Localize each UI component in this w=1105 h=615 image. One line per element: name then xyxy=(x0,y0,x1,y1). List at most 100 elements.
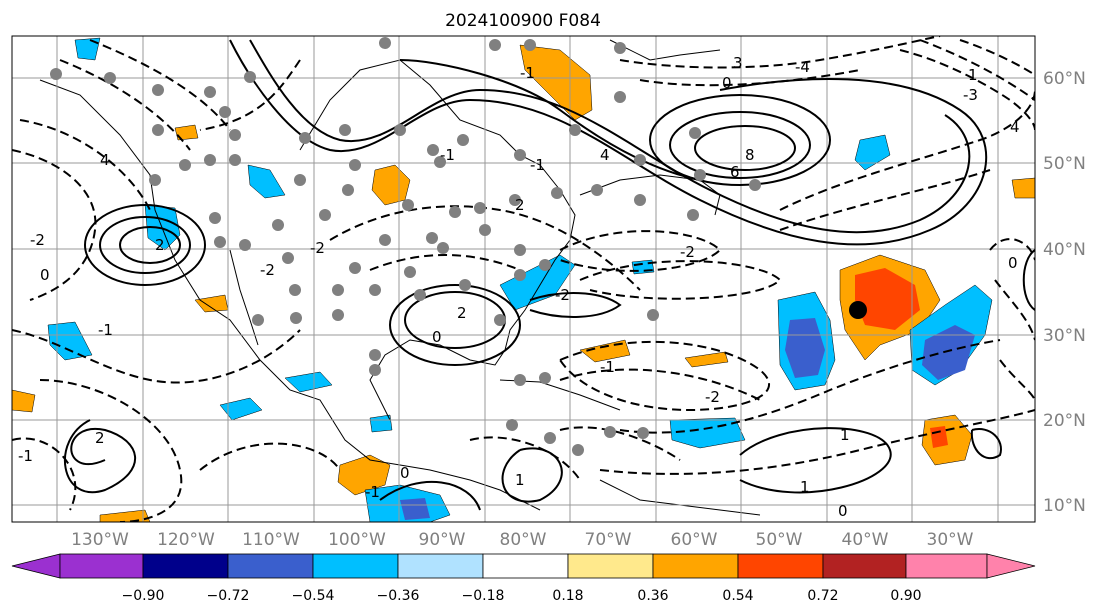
blue-region-mexico xyxy=(284,371,333,393)
blue-region-alaska xyxy=(74,37,101,61)
lon-label: 40°W xyxy=(842,530,889,550)
contour-label: 4 xyxy=(1010,118,1020,136)
colorbar-tick: 0.72 xyxy=(807,588,838,604)
colorbar-swatch xyxy=(312,553,399,579)
station-dots xyxy=(50,37,761,456)
lon-label: 70°W xyxy=(585,530,632,550)
contour-labels: 2 4 -2 4 8 6 -2 -2 0 2 -1 -1 1 -1 0 -2 0… xyxy=(18,54,1020,520)
colorbar-tick: 0.36 xyxy=(637,588,668,604)
contour-label: 2 xyxy=(95,429,105,447)
contour-label: 6 xyxy=(730,163,740,181)
contour-label: -3 xyxy=(963,86,978,104)
contour-label: 0 xyxy=(400,464,410,482)
contour-label: 0 xyxy=(432,328,442,346)
orange-region-newfoundland xyxy=(519,44,593,121)
lon-label: 80°W xyxy=(500,530,547,550)
contour-label: 1 xyxy=(968,66,978,84)
contour-label: -1 xyxy=(440,146,455,164)
colorbar-swatch xyxy=(397,553,484,579)
lon-label: 60°W xyxy=(671,530,718,550)
coastlines xyxy=(39,39,761,516)
orange-region-sw xyxy=(12,389,36,413)
blue-region-rockies xyxy=(247,164,286,199)
contour-label: 2 xyxy=(515,196,525,214)
map-title: 2024100900 F084 xyxy=(445,11,601,31)
red-region-africa-coast xyxy=(930,426,948,448)
contour-label: -1 xyxy=(365,483,380,501)
colorbar-tick: −0.54 xyxy=(292,588,335,604)
lon-label: 30°W xyxy=(927,530,974,550)
colorbar-swatch xyxy=(59,553,144,579)
lon-label: 50°W xyxy=(756,530,803,550)
contour-label: -2 xyxy=(705,388,720,406)
longitude-labels: 130°W 120°W 110°W 100°W 90°W 80°W 70°W 6… xyxy=(71,530,974,550)
lon-label: 100°W xyxy=(328,530,386,550)
contour-label: -1 xyxy=(98,321,113,339)
orange-region-bc xyxy=(174,124,199,141)
contour-label: 2 xyxy=(457,304,467,322)
colorbar-tick: −0.18 xyxy=(462,588,505,604)
shaded-anomalies xyxy=(12,37,1035,522)
lon-label: 90°W xyxy=(419,530,466,550)
colorbar-swatch xyxy=(142,553,229,579)
contour-label: -2 xyxy=(30,231,45,249)
blue-region-pacific-west xyxy=(47,321,93,361)
lat-label: 10°N xyxy=(1043,496,1086,516)
colorbar-tick: 0.18 xyxy=(552,588,583,604)
darkblue-region-mid-atlantic-east xyxy=(922,325,975,380)
contour-label: -2 xyxy=(555,286,570,304)
contour-label: 0 xyxy=(838,502,848,520)
red-region-mid-atlantic xyxy=(855,268,920,330)
colorbar-swatch xyxy=(567,553,654,579)
contour-label: 0 xyxy=(1008,254,1018,272)
orange-region-east xyxy=(1011,177,1035,199)
blue-region-small1 xyxy=(369,414,393,433)
contour-label: 1 xyxy=(840,426,850,444)
contour-label: -1 xyxy=(18,447,33,465)
contour-label: 0 xyxy=(40,266,50,284)
lon-label: 130°W xyxy=(71,530,129,550)
colorbar: −0.90 −0.72 −0.54 −0.36 −0.18 0.18 0.36 … xyxy=(11,553,1036,604)
lat-label: 30°N xyxy=(1043,326,1086,346)
orange-region-bottom-left xyxy=(99,509,151,522)
lon-label: 110°W xyxy=(242,530,300,550)
orange-region-atlantic-small2 xyxy=(684,351,729,368)
map-frame xyxy=(11,35,1036,523)
contour-label: -4 xyxy=(795,58,810,76)
colorbar-swatch xyxy=(652,553,739,579)
contour-label: -1 xyxy=(600,358,615,376)
negative-contours xyxy=(12,36,1035,522)
contour-label: 0 xyxy=(722,74,732,92)
contour-label: 8 xyxy=(745,146,755,164)
colorbar-tick: 0.54 xyxy=(722,588,753,604)
orange-region-atlantic-small xyxy=(579,339,631,363)
darkblue-region-central-america xyxy=(400,498,430,520)
colorbar-tick: −0.72 xyxy=(207,588,250,604)
lat-label: 60°N xyxy=(1043,69,1086,89)
contour-label: 4 xyxy=(100,151,110,169)
contour-label: -1 xyxy=(530,156,545,174)
contour-label: 2 xyxy=(155,236,165,254)
latitude-labels: 60°N 50°N 40°N 30°N 20°N 10°N xyxy=(1043,69,1086,516)
contour-label: 4 xyxy=(600,146,610,164)
contour-label: -1 xyxy=(520,64,535,82)
contour-label: -2 xyxy=(680,243,695,261)
colorbar-tick: 0.90 xyxy=(890,588,921,604)
contour-label: 1 xyxy=(515,471,525,489)
contour-label: 1 xyxy=(800,478,810,496)
lat-label: 40°N xyxy=(1043,240,1086,260)
orange-region-central-america xyxy=(337,454,391,496)
colorbar-swatch xyxy=(482,553,569,579)
contour-label: 3 xyxy=(733,54,743,72)
lat-label: 50°N xyxy=(1043,154,1086,174)
colorbar-swatch xyxy=(822,553,907,579)
colorbar-tick: −0.36 xyxy=(377,588,420,604)
colorbar-swatch xyxy=(227,553,314,579)
contour-label: -2 xyxy=(260,261,275,279)
storm-center-marker xyxy=(849,301,867,319)
colorbar-tick: −0.90 xyxy=(122,588,165,604)
positive-contours xyxy=(64,39,1035,511)
colorbar-swatch xyxy=(737,553,824,579)
lon-label: 120°W xyxy=(157,530,215,550)
